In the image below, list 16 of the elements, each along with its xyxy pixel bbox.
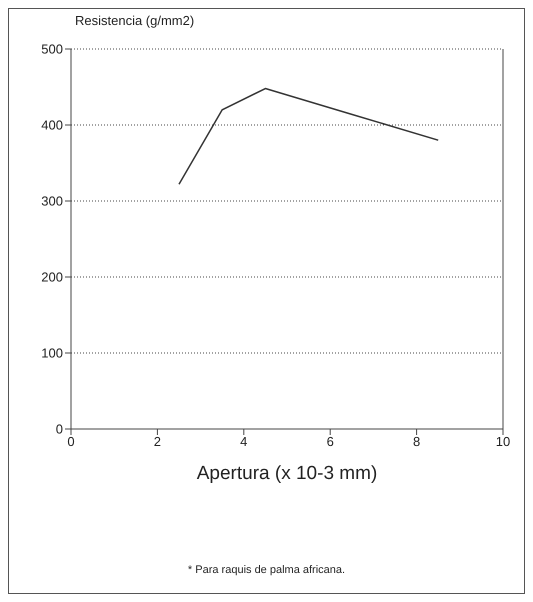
x-tick-label: 8 <box>412 434 420 450</box>
y-tick-label: 0 <box>56 422 63 437</box>
y-axis-title: Resistencia (g/mm2) <box>75 13 194 28</box>
y-tick-label: 400 <box>41 118 63 133</box>
y-tick-label: 200 <box>41 270 63 285</box>
x-tick-label: 0 <box>67 434 75 450</box>
x-axis-title: Apertura (x 10-3 mm) <box>196 463 378 484</box>
line-series <box>178 88 439 186</box>
x-tick-label: 6 <box>326 434 334 450</box>
x-tick-label: 2 <box>154 434 162 450</box>
y-tick-label: 300 <box>41 194 63 209</box>
text: * Para raquis de palma africana. <box>186 564 346 576</box>
y-tick-label: 100 <box>41 346 63 361</box>
x-tick-label: 4 <box>240 434 248 450</box>
y-tick-label: 500 <box>41 42 63 57</box>
x-tick-label: 10 <box>496 434 510 450</box>
